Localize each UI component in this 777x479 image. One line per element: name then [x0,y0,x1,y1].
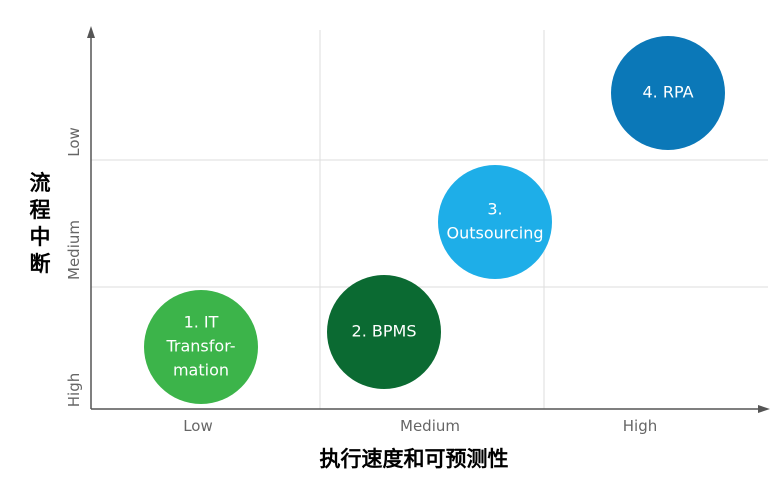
bubble-label: 1. IT [184,313,219,332]
x-arrow [758,405,770,413]
bubble [438,165,552,279]
bubble [144,290,258,404]
bubble [327,275,441,389]
bubble-label: Transfor- [165,337,235,356]
x-label: Low [183,417,213,435]
bubble-label: Outsourcing [446,224,543,243]
bubble-label: 3. [487,200,502,219]
x-title: 执行速度和可预测性 [320,447,509,471]
y-label: Medium [65,220,83,280]
bubble-label: 4. RPA [642,83,693,102]
y-title: 流程中断 [30,171,51,276]
nodes: 1. IT Transfor-mation 2. BPMS 3. Outsourcing… [144,36,725,404]
y-label: High [65,373,83,407]
bubble [611,36,725,150]
x-label: High [623,417,657,435]
y-label: Low [65,127,83,157]
y-arrow [87,26,95,38]
bubble-label: mation [173,361,229,380]
x-label: Medium [400,417,460,435]
bubble-label: 2. BPMS [352,322,417,341]
